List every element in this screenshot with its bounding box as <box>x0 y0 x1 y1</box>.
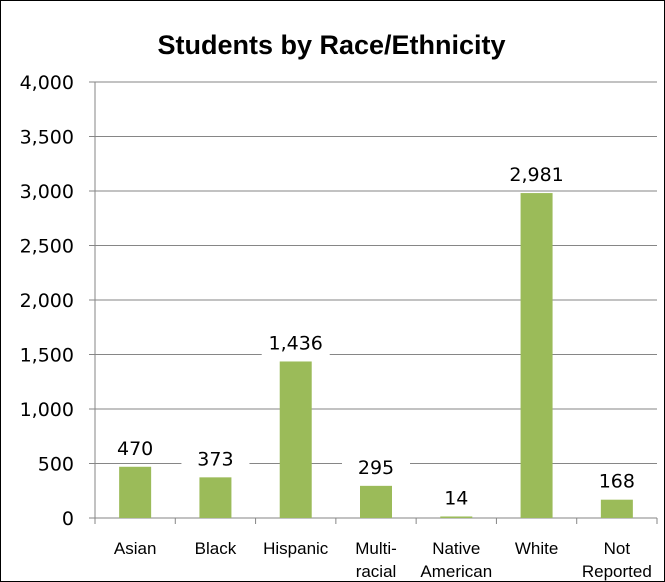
x-category-label: Black <box>195 539 237 558</box>
y-tick-label: 500 <box>38 454 74 476</box>
data-label-background <box>422 482 491 513</box>
x-category-label: Not <box>604 539 631 558</box>
y-tick-label: 2,000 <box>20 290 74 312</box>
data-label-background <box>502 159 571 190</box>
data-label: 14 <box>444 487 468 509</box>
x-category-label: racial <box>356 562 397 581</box>
data-label-background <box>342 451 410 482</box>
data-label: 168 <box>599 471 635 493</box>
bar <box>360 485 392 518</box>
chart-title: Students by Race/Ethnicity <box>157 30 506 60</box>
x-category-label: Reported <box>582 562 652 581</box>
bar <box>440 516 473 518</box>
data-label-background <box>101 432 170 463</box>
data-label: 373 <box>197 448 233 470</box>
y-tick-label: 3,000 <box>20 181 74 203</box>
bar <box>600 499 633 518</box>
bar <box>279 361 312 518</box>
data-label-background <box>181 443 250 474</box>
x-category-label: Hispanic <box>263 539 329 558</box>
data-label: 470 <box>117 438 153 460</box>
x-category-label: American <box>420 562 492 581</box>
y-tick-label: 3,500 <box>20 127 74 149</box>
x-category-label: White <box>515 539 558 558</box>
y-tick-label: 4,000 <box>20 72 74 94</box>
x-category-label: Multi- <box>355 539 397 558</box>
data-label: 1,436 <box>269 332 323 354</box>
data-label: 2,981 <box>509 164 563 186</box>
y-tick-label: 2,500 <box>20 236 74 258</box>
bar <box>520 193 553 519</box>
data-label-background <box>261 327 330 358</box>
data-label-background <box>582 465 651 496</box>
y-tick-label: 1,500 <box>20 345 74 367</box>
data-label: 295 <box>358 457 394 479</box>
x-category-label: Native <box>432 539 480 558</box>
y-tick-label: 0 <box>62 508 74 530</box>
y-tick-label: 1,000 <box>20 399 74 421</box>
bar <box>199 477 232 518</box>
bar <box>119 466 152 518</box>
x-category-label: Asian <box>114 539 157 558</box>
